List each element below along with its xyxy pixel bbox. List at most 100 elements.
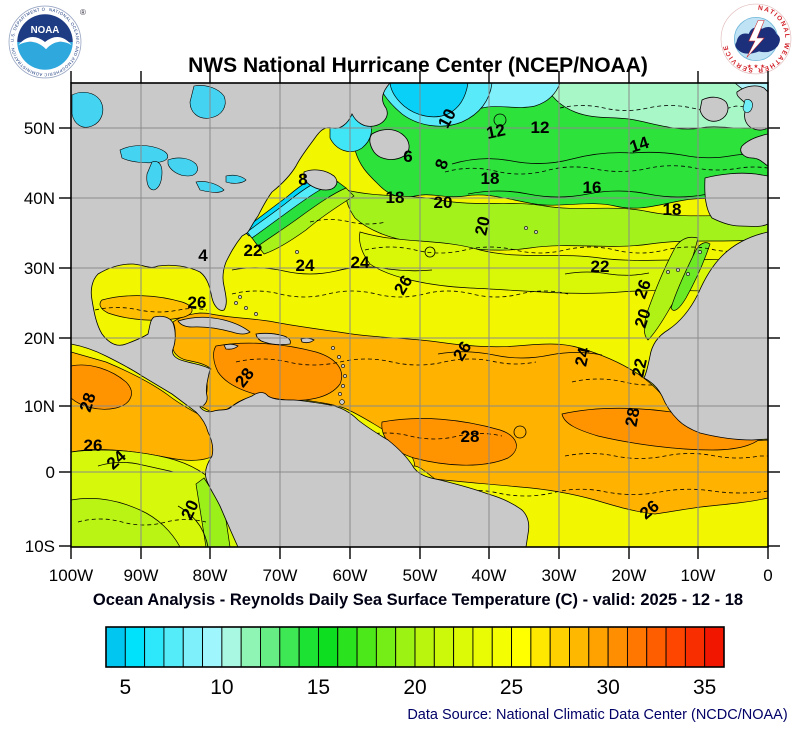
land-hispaniola [255,332,291,346]
sst-gulf-warm-patch [99,295,193,321]
sst-orange-deep-caribbean [213,342,342,401]
land-ireland [699,96,729,122]
colorbar-cell [588,626,609,668]
lon-label: 100W [49,566,93,585]
noaa-bird-icon [18,37,72,50]
contour-label: 22 [591,257,610,276]
colorbar-cell [375,626,397,668]
graticule [71,83,768,547]
colorbar-tick-label: 15 [307,676,330,699]
analysis-caption: Ocean Analysis - Reynolds Daily Sea Surf… [92,591,744,609]
contour-label: 26 [188,293,207,312]
lakes [71,85,753,193]
contour-label: 20 [471,215,494,237]
colorbar-cell [646,626,667,668]
colorbar-border [105,626,725,668]
contour-label: 24 [296,256,315,275]
land-africa [643,231,768,441]
contour-label: 18 [386,188,405,207]
page-title: NWS National Hurricane Center (NCEP/NOAA… [188,54,648,77]
contour-label: 24 [351,253,370,272]
contour-label: 20 [434,193,453,212]
colorbar-cell [279,626,300,668]
colorbar-cell [414,626,435,668]
colorbar-cell [626,626,648,668]
colorbar-cell [472,626,493,668]
colorbar-cell [317,626,339,668]
land-great-britain [736,85,768,131]
contour-label: 18 [481,169,500,188]
sst-africa-tongue-inner [670,242,711,311]
lake-superior [119,145,169,164]
lon-label: 80W [193,566,228,585]
land-iberia [704,172,768,227]
lake-ontario [225,174,247,184]
lat-label: 0 [46,463,55,482]
lat-label: 10N [24,397,55,416]
nws-lightning-icon [746,20,765,58]
contour-label: 22 [628,357,651,379]
james-bay [189,85,226,119]
contour-label: 26 [84,436,103,455]
colorbar-cell [144,626,165,668]
contour-label: 28 [622,406,644,428]
colorbar-cell [240,626,261,668]
lon-label: 0 [763,566,772,585]
gulfstream-sliver-yg [257,187,355,255]
contour-label: 12 [485,120,507,143]
colorbar-tick-label: 30 [596,676,619,699]
colorbar-cell [182,626,204,668]
colorbar-cell [665,626,686,668]
lat-label: 50N [24,119,55,138]
contour-label: 22 [244,241,263,260]
colorbar-cell [202,626,223,668]
noaa-logo-sky [17,14,73,42]
lat-label: 40N [24,189,55,208]
colorbar: 5 10 15 20 25 30 35 [105,626,725,699]
lat-label: 10S [25,537,55,556]
colorbar-cell [684,626,706,668]
contour-label: 16 [583,178,602,197]
noaa-logo-sea [17,42,73,70]
noaa-logo: NOAA NATIONAL OCEANIC AND ATMOSPHERIC AD… [8,5,82,79]
lon-label: 90W [124,566,159,585]
registered-mark: ® [80,8,86,17]
colorbar-cell [511,626,532,668]
contour-label: 28 [461,427,480,446]
contour-label: 24 [571,345,594,368]
colorbar-cell [607,626,628,668]
sst-orange-deep-easteq [561,407,767,451]
colorbar-cell [163,626,184,668]
colorbar-cell [221,626,242,668]
contour-label: 18 [663,200,682,219]
colorbar-cell [260,626,281,668]
land-nova-scotia [303,169,338,191]
lon-label: 70W [263,566,298,585]
colorbar-cell [433,626,455,668]
lon-label: 10W [681,566,716,585]
contour-label: 12 [531,118,550,137]
land-newfoundland [369,129,410,160]
contour-label: 20 [631,306,655,330]
colorbar-cell [569,626,590,668]
lon-label: 20W [612,566,647,585]
colorbar-tick-label: 20 [403,676,426,699]
land [71,83,768,547]
sst-pacific-yg2 [71,498,181,547]
land-north-america [71,83,530,547]
nws-logo: NATIONAL WEATHER SERVICE ★ ★ ★ [720,3,792,75]
colorbar-cell [337,626,358,668]
lake-huron [167,157,198,177]
contour-label: 8 [298,170,307,189]
colorbar-cell [105,626,126,668]
colorbar-tick-label: 35 [693,676,716,699]
colorbar-cell [530,626,551,668]
colorbar-cell [395,626,416,668]
lat-label: 30N [24,259,55,278]
colorbar-cell [356,626,377,668]
land-france [740,133,768,167]
contour-label: 6 [403,147,412,166]
colorbar-cell [704,626,725,668]
hudson-bay [71,91,104,128]
axis-ticks [59,71,780,559]
